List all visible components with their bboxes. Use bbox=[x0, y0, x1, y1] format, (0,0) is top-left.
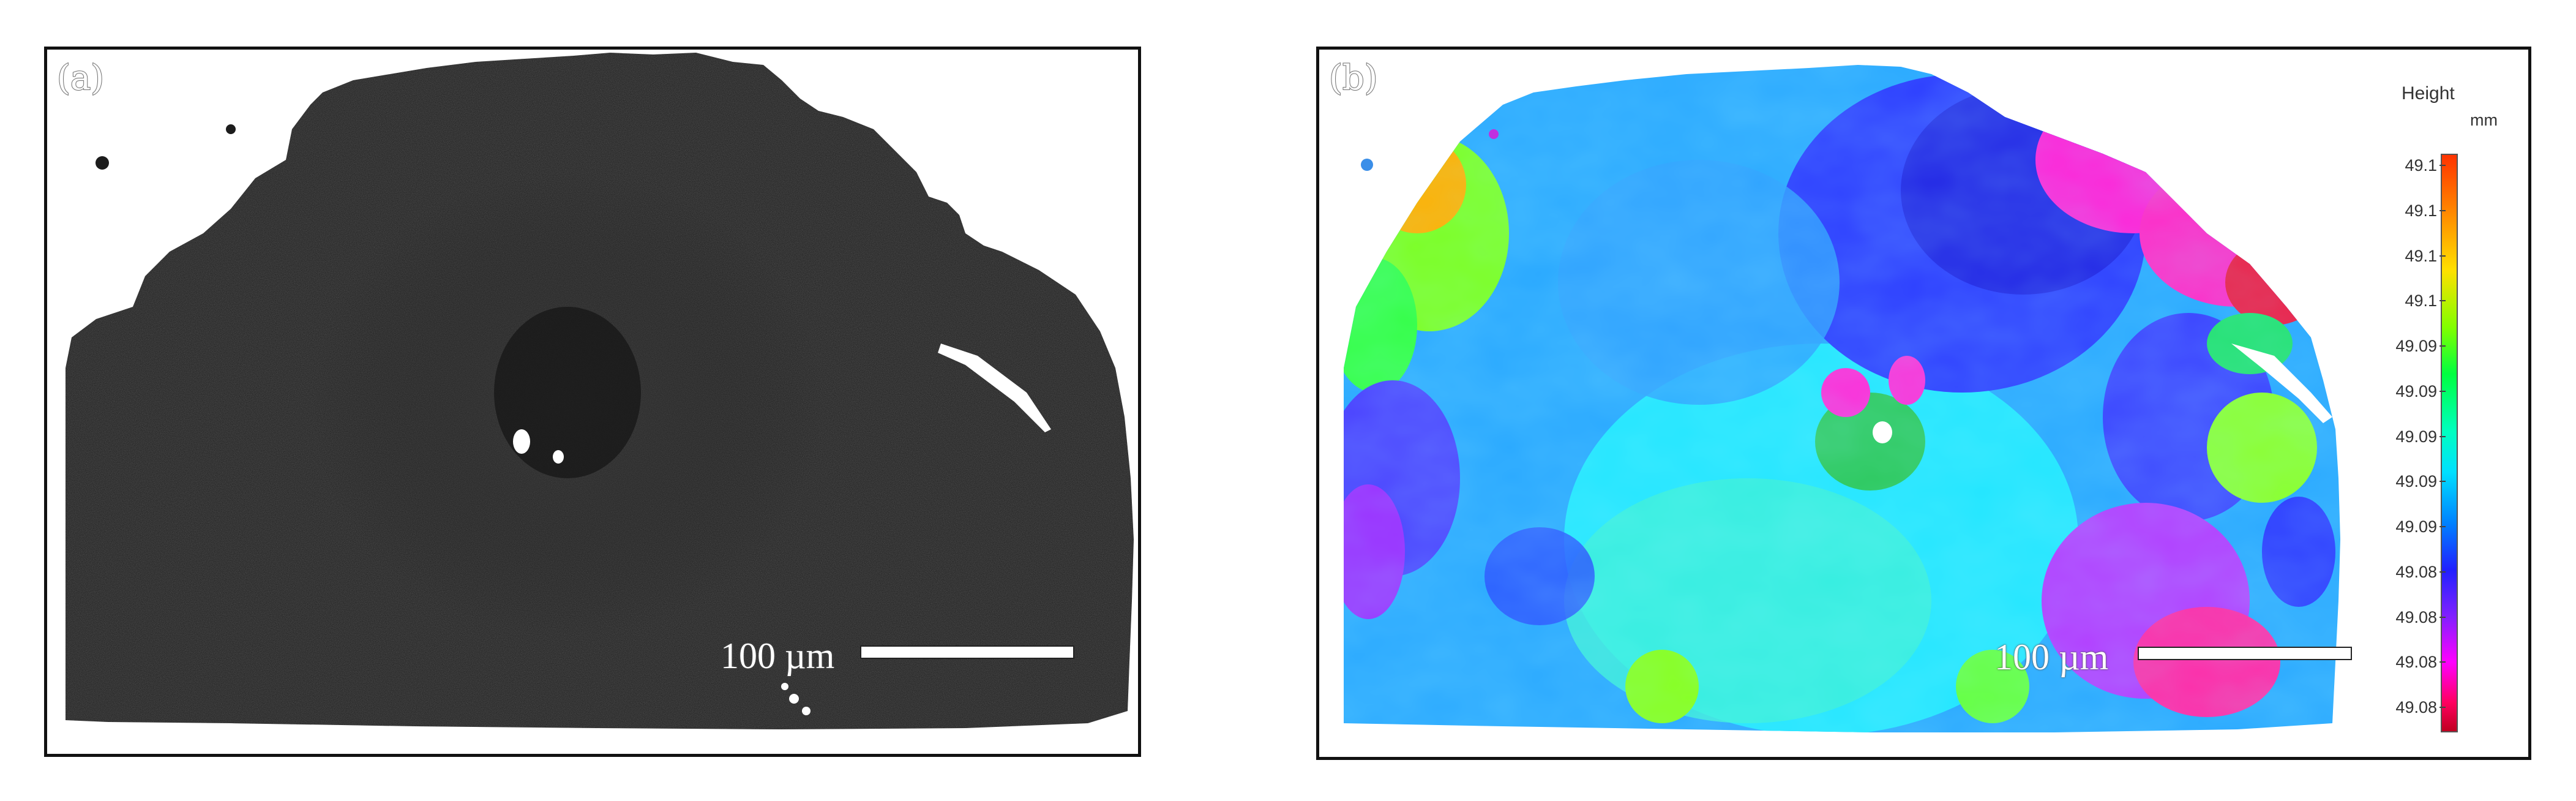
colorbar-tick-mark bbox=[2439, 300, 2446, 302]
colorbar-tick-label: 49.1 bbox=[2405, 156, 2437, 175]
colorbar-tick-mark bbox=[2439, 255, 2446, 257]
scale-bar-label-a: 100 µm bbox=[721, 636, 835, 676]
panel-label-b: (b) bbox=[1328, 58, 1379, 99]
colorbar-tick-mark bbox=[2439, 345, 2446, 347]
colorbar-tick: 49.09 bbox=[2395, 382, 2446, 401]
colorbar-tick-label: 49.09 bbox=[2395, 382, 2437, 401]
colorbar-tick: 49.1 bbox=[2397, 201, 2446, 220]
legend-title: Height bbox=[2402, 83, 2455, 103]
colorbar-tick: 49.09 bbox=[2395, 517, 2446, 536]
colorbar-tick-label: 49.09 bbox=[2395, 337, 2437, 355]
colorbar-tick: 49.08 bbox=[2395, 698, 2446, 716]
colorbar-tick-label: 49.08 bbox=[2395, 653, 2437, 672]
colorbar-tick-mark bbox=[2439, 390, 2446, 392]
colorbar-tick-label: 49.1 bbox=[2405, 201, 2437, 220]
colorbar-tick-mark bbox=[2439, 616, 2446, 618]
scale-bar-label-b: 100 µm bbox=[1994, 637, 2109, 677]
colorbar-tick-label: 49.1 bbox=[2405, 246, 2437, 265]
scale-bar-b bbox=[2138, 647, 2352, 660]
height-colorbar bbox=[2441, 154, 2458, 732]
panel-label-a: (a) bbox=[56, 58, 105, 99]
colorbar-tick: 49.08 bbox=[2395, 607, 2446, 626]
height-map-image bbox=[1344, 65, 2340, 732]
micrograph-panel-a: (a) 100 µm bbox=[44, 47, 1141, 757]
colorbar-tick: 49.1 bbox=[2397, 291, 2446, 310]
sem-micrograph-image bbox=[66, 53, 1134, 729]
scale-bar-a bbox=[860, 645, 1074, 659]
colorbar-tick-label: 49.09 bbox=[2395, 472, 2437, 491]
colorbar-tick-mark bbox=[2439, 526, 2446, 527]
colorbar-tick-mark bbox=[2439, 165, 2446, 166]
colorbar-tick-mark bbox=[2439, 481, 2446, 483]
colorbar-tick-mark bbox=[2439, 571, 2446, 573]
colorbar-tick: 49.09 bbox=[2395, 427, 2446, 446]
colorbar-tick-label: 49.08 bbox=[2395, 562, 2437, 581]
colorbar-tick: 49.09 bbox=[2395, 472, 2446, 491]
colorbar-tick-label: 49.08 bbox=[2395, 607, 2437, 626]
colorbar-tick-mark bbox=[2439, 707, 2446, 708]
colorbar-tick-label: 49.09 bbox=[2395, 517, 2437, 536]
colorbar-tick-label: 49.08 bbox=[2395, 698, 2437, 716]
colorbar-tick: 49.08 bbox=[2395, 653, 2446, 672]
micrograph-panel-b: (b) 100 µm Height mm 49.1 49.1 49.1 49.1 49.… bbox=[1316, 47, 2531, 760]
colorbar-tick: 49.08 bbox=[2395, 562, 2446, 581]
colorbar-tick: 49.1 bbox=[2397, 156, 2446, 175]
colorbar-tick: 49.1 bbox=[2397, 247, 2446, 265]
colorbar-tick-mark bbox=[2439, 661, 2446, 663]
colorbar-tick-mark bbox=[2439, 209, 2446, 211]
legend-unit: mm bbox=[2470, 111, 2498, 129]
colorbar-tick-label: 49.09 bbox=[2395, 427, 2437, 446]
colorbar-tick-label: 49.1 bbox=[2405, 291, 2437, 310]
colorbar-tick-mark bbox=[2439, 435, 2446, 437]
colorbar-tick: 49.09 bbox=[2395, 337, 2446, 355]
